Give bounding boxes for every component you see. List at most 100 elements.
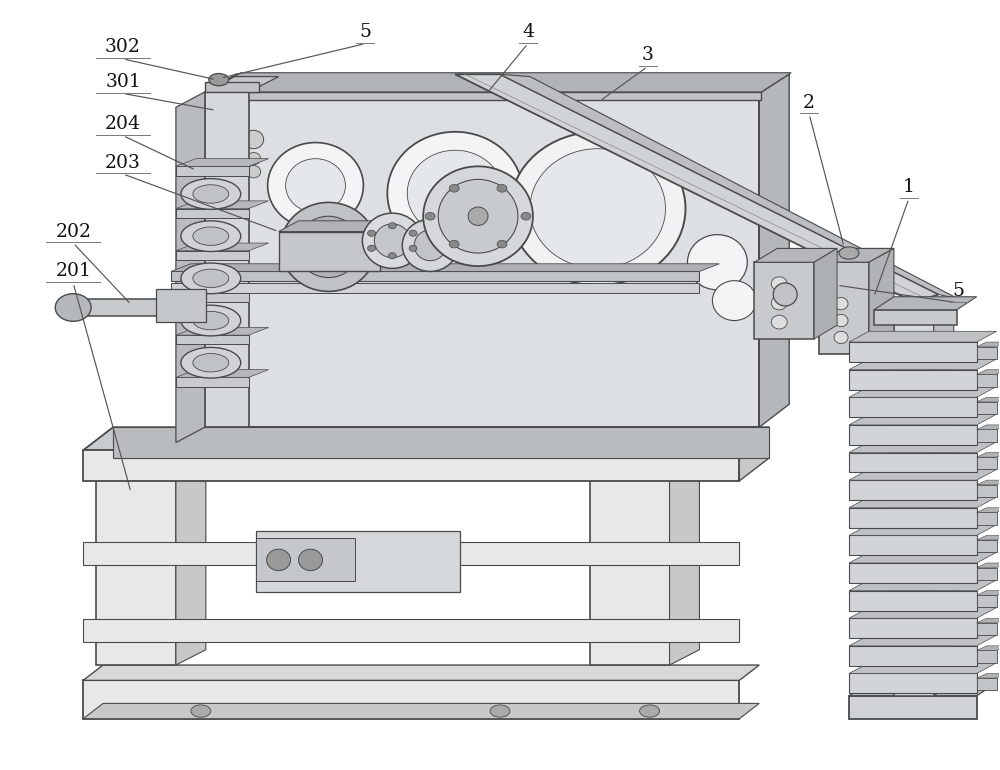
- Polygon shape: [176, 201, 269, 209]
- Ellipse shape: [497, 185, 507, 192]
- Text: 204: 204: [105, 116, 141, 133]
- Ellipse shape: [409, 230, 417, 236]
- Polygon shape: [176, 251, 249, 260]
- Polygon shape: [176, 327, 269, 335]
- Polygon shape: [176, 243, 269, 251]
- Polygon shape: [849, 696, 977, 718]
- Polygon shape: [849, 635, 997, 646]
- Ellipse shape: [771, 315, 787, 329]
- Ellipse shape: [388, 223, 396, 229]
- Text: 1: 1: [903, 178, 915, 196]
- Polygon shape: [977, 342, 1000, 346]
- Text: 302: 302: [105, 38, 141, 56]
- Polygon shape: [96, 450, 176, 665]
- Polygon shape: [977, 535, 1000, 540]
- Polygon shape: [977, 591, 1000, 595]
- Polygon shape: [849, 524, 997, 535]
- Ellipse shape: [409, 245, 417, 251]
- Polygon shape: [83, 704, 759, 718]
- Polygon shape: [849, 674, 977, 694]
- Polygon shape: [849, 535, 977, 555]
- Polygon shape: [977, 623, 997, 635]
- Ellipse shape: [834, 314, 848, 326]
- Polygon shape: [171, 264, 719, 272]
- Polygon shape: [849, 331, 997, 342]
- Ellipse shape: [362, 213, 422, 269]
- Ellipse shape: [712, 280, 756, 320]
- Ellipse shape: [414, 230, 446, 261]
- Polygon shape: [894, 323, 934, 696]
- Ellipse shape: [181, 179, 241, 209]
- Polygon shape: [176, 435, 206, 665]
- Polygon shape: [819, 263, 869, 354]
- Ellipse shape: [438, 179, 518, 253]
- Text: 202: 202: [55, 223, 91, 240]
- Ellipse shape: [771, 277, 787, 290]
- Ellipse shape: [181, 305, 241, 336]
- Polygon shape: [814, 249, 837, 339]
- Ellipse shape: [423, 166, 533, 266]
- Polygon shape: [977, 480, 1000, 485]
- Text: 3: 3: [642, 46, 654, 64]
- Ellipse shape: [193, 185, 229, 203]
- Polygon shape: [849, 507, 977, 527]
- Polygon shape: [869, 249, 894, 354]
- Polygon shape: [113, 427, 769, 458]
- Ellipse shape: [839, 247, 859, 259]
- Polygon shape: [670, 435, 699, 665]
- Polygon shape: [977, 618, 1000, 623]
- Polygon shape: [849, 663, 997, 674]
- Polygon shape: [849, 342, 977, 362]
- Polygon shape: [977, 402, 997, 414]
- Polygon shape: [874, 296, 977, 310]
- Polygon shape: [849, 359, 997, 370]
- Polygon shape: [977, 674, 1000, 678]
- Ellipse shape: [374, 224, 410, 258]
- Polygon shape: [83, 681, 739, 718]
- Polygon shape: [754, 249, 837, 263]
- Polygon shape: [849, 370, 977, 390]
- Text: 4: 4: [522, 23, 534, 41]
- Ellipse shape: [268, 142, 363, 229]
- Ellipse shape: [193, 353, 229, 372]
- Polygon shape: [874, 310, 957, 325]
- Ellipse shape: [687, 235, 747, 290]
- Ellipse shape: [640, 705, 660, 717]
- Ellipse shape: [834, 297, 848, 310]
- Text: 301: 301: [105, 73, 141, 91]
- Polygon shape: [977, 567, 997, 580]
- Ellipse shape: [530, 149, 666, 269]
- Polygon shape: [206, 93, 759, 427]
- Ellipse shape: [193, 311, 229, 330]
- Polygon shape: [590, 450, 670, 665]
- Ellipse shape: [490, 705, 510, 717]
- Ellipse shape: [468, 207, 488, 226]
- Polygon shape: [977, 397, 1000, 402]
- Polygon shape: [977, 646, 1000, 651]
- Polygon shape: [176, 92, 205, 443]
- Ellipse shape: [181, 221, 241, 252]
- Ellipse shape: [281, 203, 376, 291]
- Polygon shape: [977, 457, 997, 470]
- Ellipse shape: [368, 245, 376, 251]
- Polygon shape: [849, 646, 977, 666]
- Ellipse shape: [181, 263, 241, 293]
- Text: 201: 201: [55, 263, 91, 280]
- Polygon shape: [211, 92, 761, 99]
- Ellipse shape: [286, 159, 345, 213]
- Polygon shape: [171, 283, 699, 293]
- Polygon shape: [176, 166, 249, 176]
- Ellipse shape: [55, 293, 91, 321]
- Polygon shape: [759, 74, 789, 427]
- Ellipse shape: [193, 227, 229, 246]
- Ellipse shape: [834, 331, 848, 343]
- Polygon shape: [849, 580, 997, 591]
- Polygon shape: [934, 310, 954, 696]
- Polygon shape: [849, 683, 997, 696]
- Polygon shape: [83, 619, 739, 642]
- Ellipse shape: [449, 185, 459, 192]
- Polygon shape: [849, 552, 997, 563]
- Polygon shape: [849, 608, 997, 618]
- Polygon shape: [176, 335, 249, 344]
- Polygon shape: [211, 72, 791, 92]
